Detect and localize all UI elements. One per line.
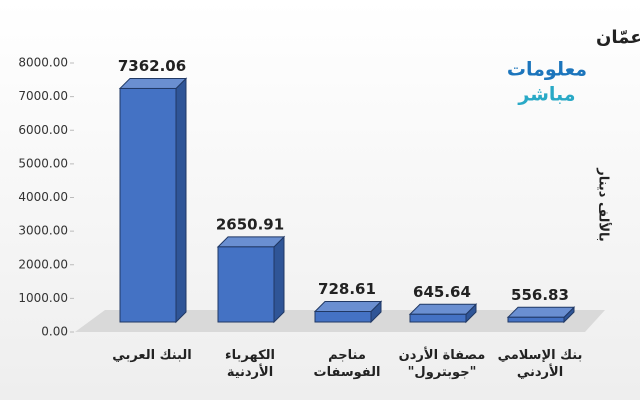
bar-top <box>408 303 478 315</box>
x-tick-label: الكهرباء الأردنية <box>225 348 275 380</box>
x-tick-label: بنك الإسلامي الأردني <box>497 348 583 380</box>
x-tick-label: البنك العربي <box>112 348 192 363</box>
logo-text: معلومات <box>507 59 587 81</box>
y-tick-label: 8000.00 <box>18 56 68 70</box>
bar-top <box>506 306 576 318</box>
y-tick-label: 3000.00 <box>18 224 68 238</box>
bar-side <box>175 77 187 324</box>
x-tick-label: مصفاة الأردن "جوبترول" <box>398 348 486 380</box>
value-label: 7362.06 <box>118 57 186 75</box>
bar <box>217 246 275 323</box>
bar-side <box>273 235 285 324</box>
y-tick-label: 7000.00 <box>18 89 68 103</box>
y-tick-label: 6000.00 <box>18 123 68 137</box>
bar <box>409 313 467 323</box>
y-tick-label: 2000.00 <box>18 257 68 271</box>
logo-text: مباشر <box>517 84 575 106</box>
y-tick-label: 0.00 <box>41 325 68 339</box>
bar <box>119 87 177 323</box>
value-label: 556.83 <box>511 286 569 304</box>
value-label: 645.64 <box>413 283 471 301</box>
bar <box>314 311 372 323</box>
value-label: 2650.91 <box>216 215 284 233</box>
bar-top <box>118 77 188 89</box>
bar-top <box>313 301 383 313</box>
chart-title: أنشط 5 أسهم قيمةً ببورصة عمّان <box>596 25 640 48</box>
bar-top <box>216 236 286 248</box>
y-tick-label: 1000.00 <box>18 291 68 305</box>
value-label: 728.61 <box>318 280 376 298</box>
x-tick-label: مناجم الفوسفات <box>313 348 381 380</box>
bar <box>507 316 565 323</box>
y-tick-label: 4000.00 <box>18 190 68 204</box>
y-tick-label: 5000.00 <box>18 156 68 170</box>
y-axis-label: بالألف دينار <box>596 167 613 242</box>
